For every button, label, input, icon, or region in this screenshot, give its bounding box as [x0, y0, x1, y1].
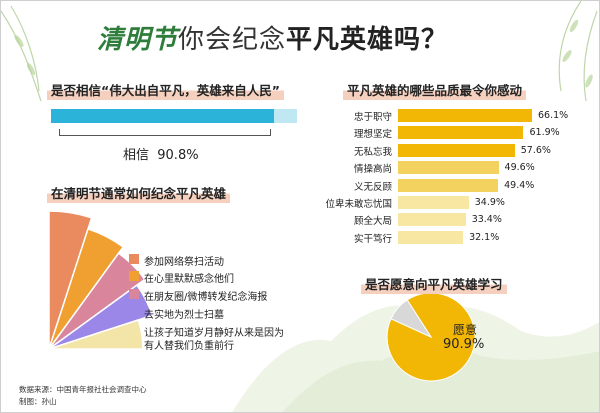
legend-item: 参加网络祭扫活动: [129, 253, 224, 268]
bar-category-label: 理想坚定: [353, 129, 392, 141]
bar-value-label: 49.6%: [504, 162, 535, 174]
bar-category-label: 义无反顾: [353, 181, 392, 193]
rose-petal: [48, 319, 144, 350]
commemoration-section-title: 在清明节通常如何纪念平凡英雄: [47, 182, 231, 203]
legend-swatch: [129, 307, 139, 317]
source-line: 数据来源：中国青年报社社会调查中心: [19, 385, 147, 394]
bar-value-label: 49.4%: [504, 179, 535, 191]
bar-category-label: 忠于职守: [353, 112, 392, 123]
bar-value-label: 66.1%: [538, 110, 569, 121]
legend-label: 去实地为烈士扫墓: [144, 310, 224, 321]
belief-bar-fill: [51, 109, 275, 123]
legend-label: 参加网络祭扫活动: [144, 257, 224, 268]
legend-swatch: [129, 325, 139, 335]
pie-slice-other: [390, 299, 433, 339]
qualities-section-title: 平凡英雄的哪些品质最令你感动: [343, 79, 527, 100]
bar-category-label: 顾全大局: [353, 216, 392, 228]
rose-chart: [48, 210, 154, 350]
title-part2: 你会纪念: [178, 25, 287, 55]
learn-section-title: 是否愿意向平凡英雄学习: [361, 273, 507, 294]
legend-label: 有人替我们负重前行: [144, 341, 234, 352]
rose-petal: [48, 227, 125, 350]
legend-label: 在心里默默感念他们: [144, 274, 234, 285]
quality-bar: [398, 161, 499, 175]
bar-value-label: 34.9%: [474, 197, 505, 208]
bar-value-label: 33.4%: [471, 214, 502, 226]
title-part1: 清明节: [97, 25, 179, 55]
leaf-decoration: [14, 19, 593, 88]
belief-bracket: [59, 129, 271, 136]
legend-swatch: [129, 254, 139, 264]
legend-item: 在心里默默感念他们: [129, 270, 234, 285]
bar-category-label: 情操高尚: [353, 164, 392, 176]
bar-value-label: 32.1%: [469, 231, 500, 243]
legend-label: 让孩子知道岁月静好从来是因为: [144, 328, 284, 339]
quality-bar: [398, 213, 466, 227]
quality-bar: [398, 196, 469, 209]
quality-bar: [398, 109, 532, 122]
quality-bar: [398, 126, 524, 140]
bar-category-label: 实干笃行: [353, 233, 392, 245]
legend-item: 让孩子知道岁月静好从来是因为: [129, 324, 284, 339]
legend-label: 在朋友圈/微博转发纪念海报: [144, 292, 268, 303]
legend-item-continued: 有人替我们负重前行: [144, 337, 234, 352]
legend-item: 在朋友圈/微博转发纪念海报: [129, 288, 267, 303]
learn-label-name: 愿意: [453, 323, 478, 337]
belief-section-title: 是否相信“伟大出自平凡，英雄来自人民”: [47, 79, 284, 100]
quality-bar: [398, 143, 515, 157]
willingness-pie: [386, 292, 476, 382]
bar-category-label: 无私忘我: [353, 146, 392, 158]
legend-swatch: [129, 271, 139, 281]
bar-category-label: 位卑未敢忘忧国: [325, 199, 392, 210]
rose-petal: [48, 252, 146, 350]
quality-bar: [398, 230, 464, 244]
quality-bar: [398, 178, 499, 192]
legend-item: 去实地为烈士扫墓: [129, 306, 224, 321]
credit-line: 制图：孙山: [19, 397, 57, 406]
title-part3: 平凡英雄吗？: [286, 25, 449, 55]
belief-label: 相信 90.8%: [123, 148, 199, 163]
bar-value-label: 61.9%: [529, 127, 560, 139]
page-title: 清明节你会纪念平凡英雄吗？: [97, 19, 448, 56]
rose-petal: [48, 284, 154, 350]
bar-value-label: 57.6%: [520, 144, 551, 156]
willow-decoration: [1, 1, 598, 102]
learn-label-value: 90.9%: [443, 337, 485, 352]
legend-swatch: [129, 289, 139, 299]
